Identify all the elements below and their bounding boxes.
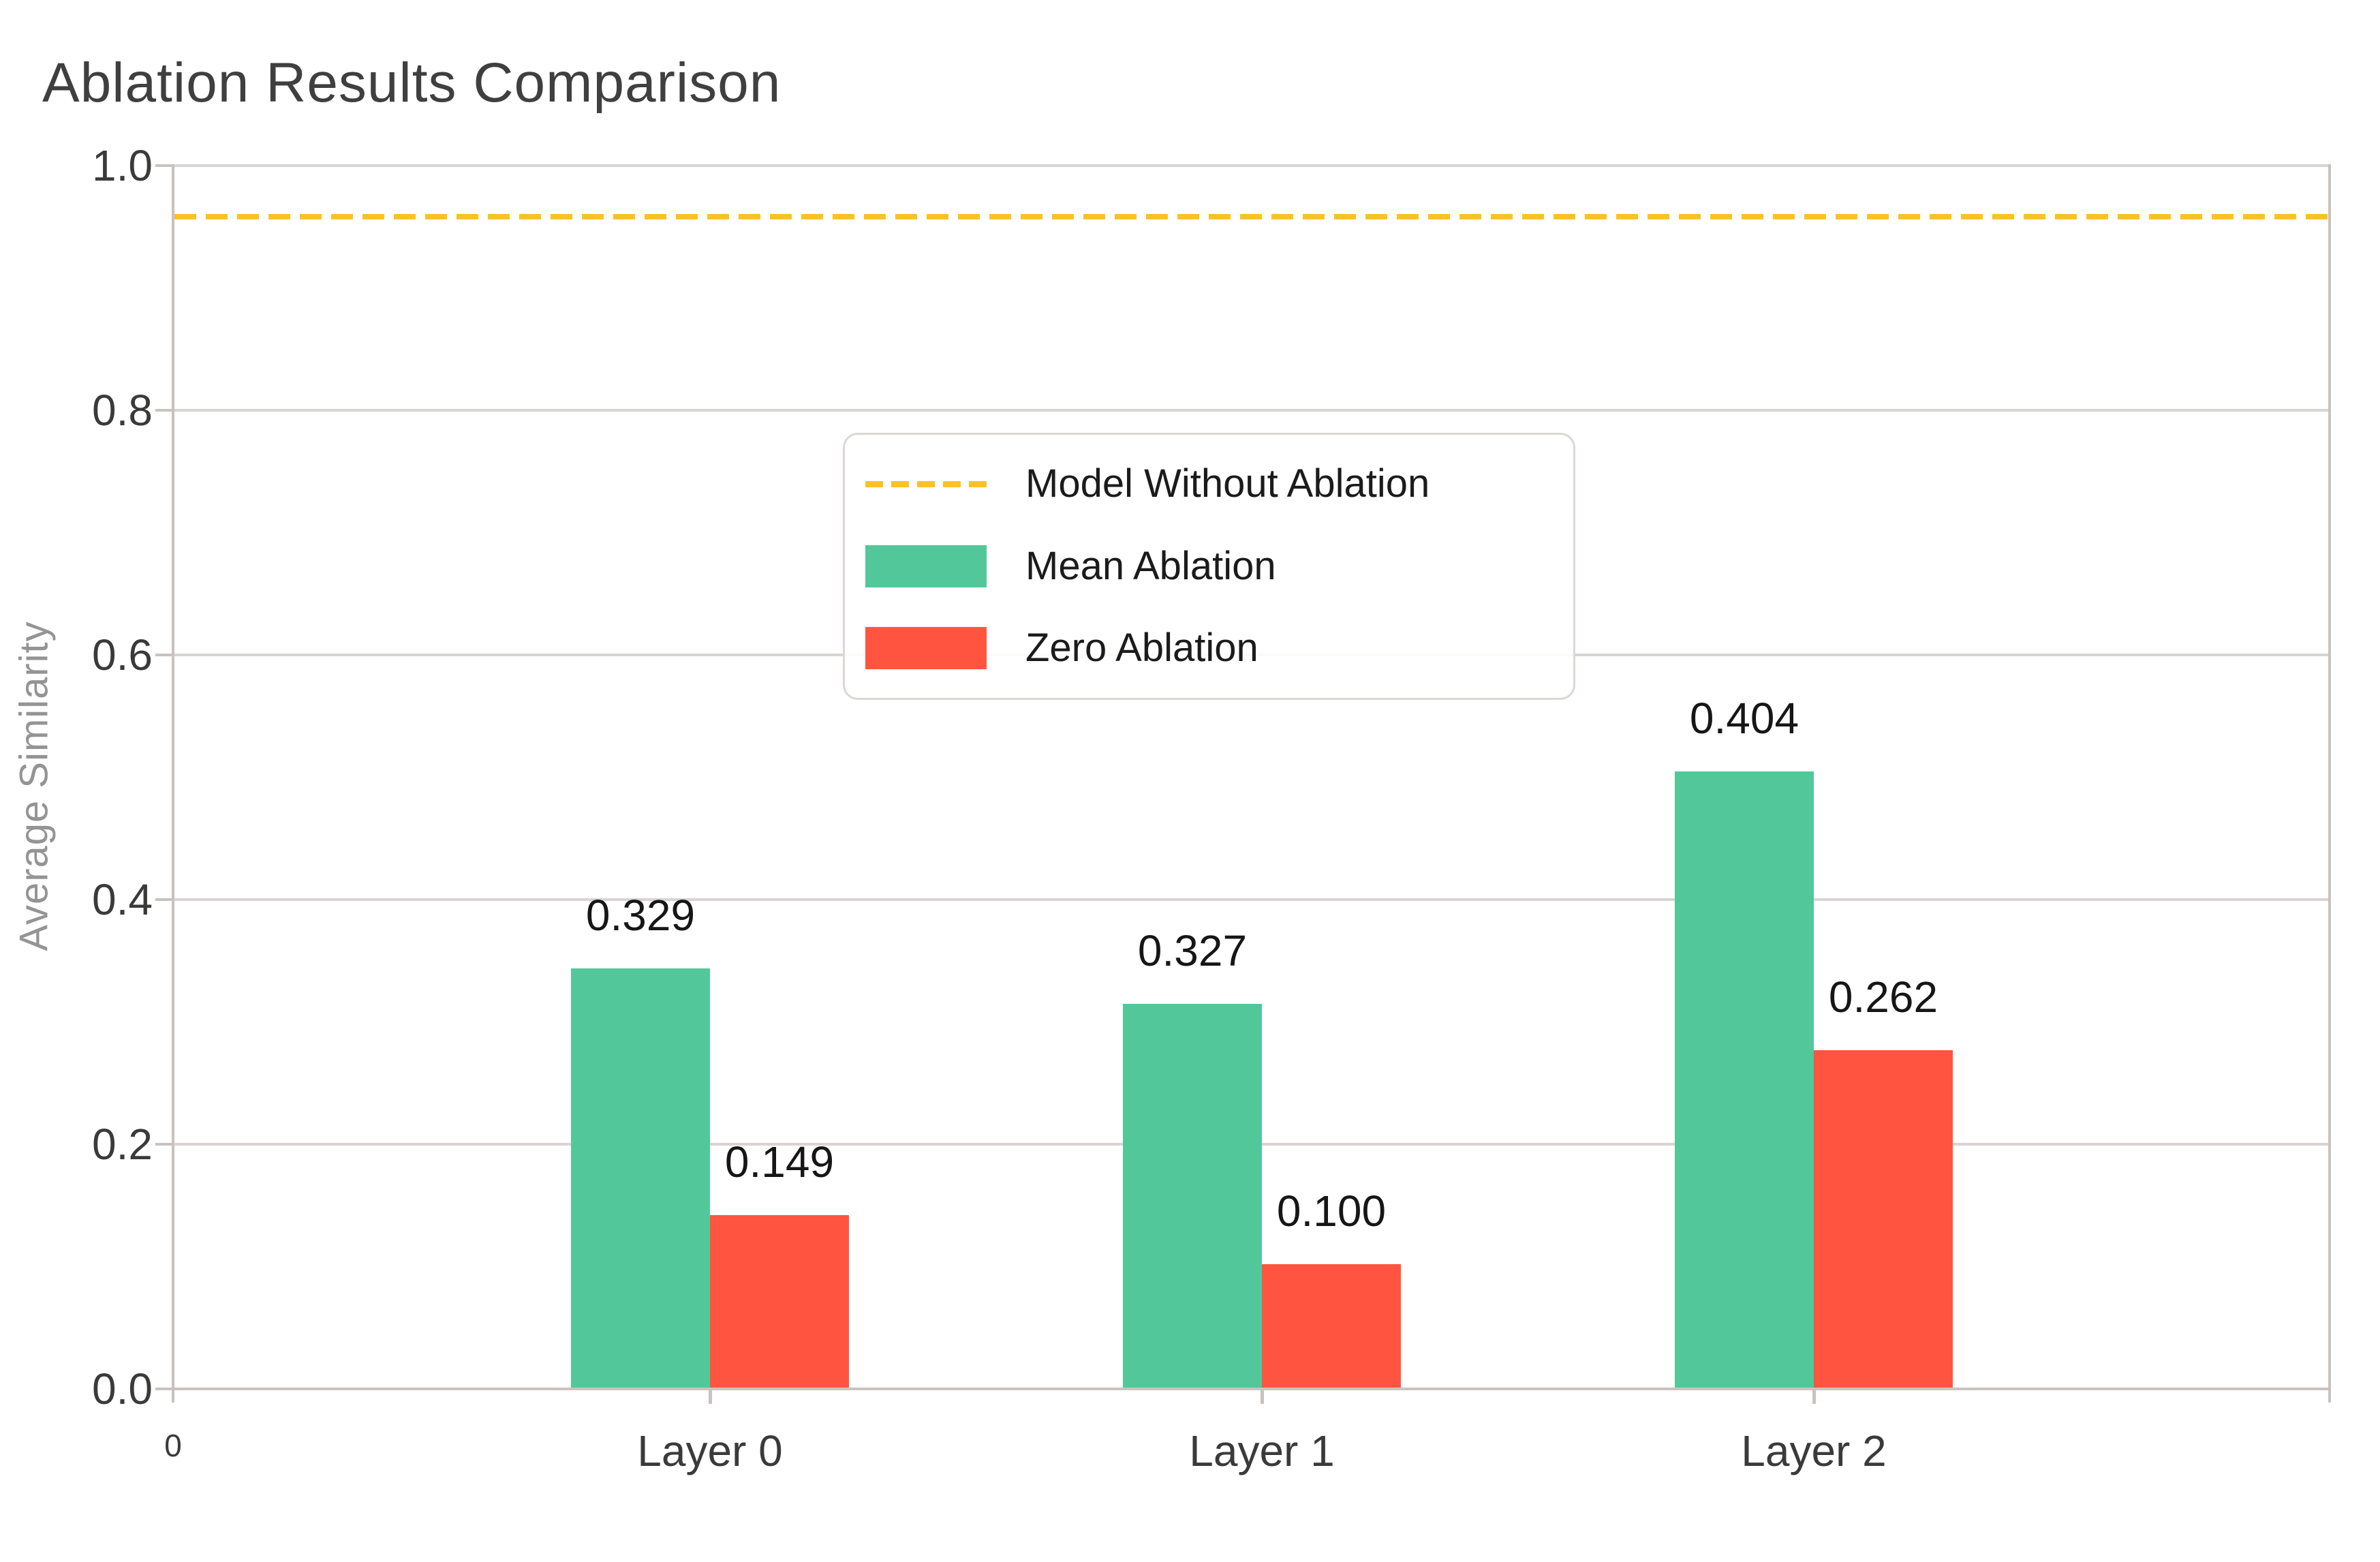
gridline (172, 409, 2328, 412)
y-tick-mark (155, 1143, 172, 1146)
green-swatch-icon (865, 545, 987, 587)
y-tick-label: 0.0 (92, 1364, 153, 1413)
bar-value-label-mean-ablation-layer-1: 0.327 (1137, 925, 1248, 975)
legend-item-zero-ablation: Zero Ablation (845, 626, 1573, 670)
legend-item-model-without-ablation: Model Without Ablation (845, 462, 1573, 506)
bar-mean-ablation-layer-2 (1675, 771, 1814, 1389)
reference-line-model-without-ablation (174, 214, 2328, 220)
legend-label: Model Without Ablation (1025, 461, 1430, 506)
x-tick-label-layer-1: Layer 1 (1189, 1426, 1335, 1475)
bar-mean-ablation-layer-1 (1123, 1003, 1262, 1389)
y-axis-title: Average Similarity (12, 621, 57, 951)
bar-zero-ablation-layer-2 (1814, 1050, 1953, 1389)
y-tick-mark (155, 654, 172, 656)
bar-value-label-zero-ablation-layer-1: 0.100 (1276, 1186, 1387, 1236)
y-tick-label: 0.6 (92, 630, 153, 679)
chart-title: Ablation Results Comparison (42, 52, 782, 114)
y-axis-spine (172, 164, 174, 1403)
bar-value-label-zero-ablation-layer-0: 0.149 (724, 1137, 835, 1187)
y-tick-label: 1.0 (92, 141, 153, 190)
legend-label: Zero Ablation (1025, 626, 1258, 670)
y-tick-mark (155, 898, 172, 901)
x-tick-mark (1261, 1389, 1264, 1404)
bar-value-label-zero-ablation-layer-2: 0.262 (1828, 972, 1938, 1022)
plot-top-border (172, 164, 2331, 167)
y-tick-label: 0.8 (92, 386, 153, 435)
bar-zero-ablation-layer-1 (1262, 1264, 1401, 1389)
x-tick-mark (709, 1389, 712, 1404)
x-tick-mark (1812, 1389, 1816, 1404)
y-tick-label: 0.2 (92, 1120, 153, 1169)
x-origin-tick-label: 0 (164, 1428, 182, 1463)
y-tick-mark (155, 164, 172, 167)
bar-value-label-mean-ablation-layer-2: 0.404 (1689, 693, 1799, 743)
y-tick-mark (155, 409, 172, 412)
bar-mean-ablation-layer-0 (571, 968, 710, 1389)
x-axis-line (155, 1388, 2331, 1390)
right-spine (2328, 164, 2331, 1403)
y-tick-label: 0.4 (92, 875, 153, 924)
legend-label: Mean Ablation (1025, 544, 1276, 588)
bar-value-label-mean-ablation-layer-0: 0.329 (585, 890, 696, 940)
gridline (172, 898, 2328, 901)
red-swatch-icon (865, 627, 987, 669)
x-tick-label-layer-2: Layer 2 (1741, 1426, 1887, 1475)
x-tick-label-layer-0: Layer 0 (637, 1426, 783, 1475)
bar-zero-ablation-layer-0 (710, 1215, 849, 1389)
legend-item-mean-ablation: Mean Ablation (845, 545, 1573, 588)
legend: Model Without Ablation Mean Ablation Zer… (843, 433, 1575, 700)
dashed-line-swatch-icon (865, 481, 987, 487)
